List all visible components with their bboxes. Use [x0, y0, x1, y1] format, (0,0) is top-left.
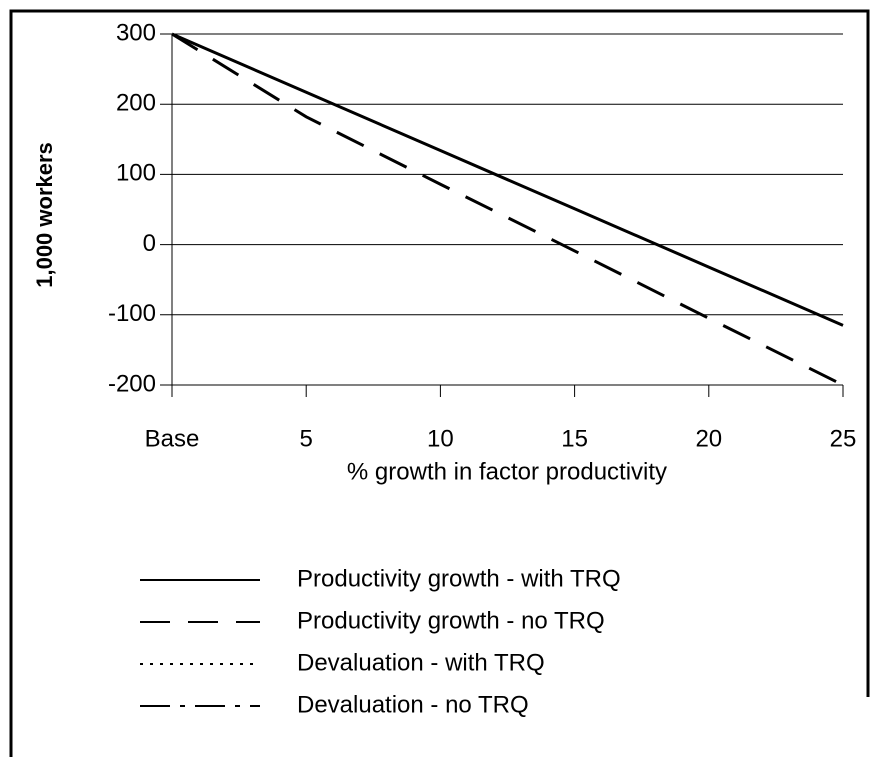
x-tick-label: 25 — [830, 425, 857, 452]
legend-label: Productivity growth - with TRQ — [297, 565, 621, 592]
x-tick-label: 10 — [427, 425, 454, 452]
x-tick-label: 5 — [300, 425, 313, 452]
y-axis-title: 1,000 workers — [32, 142, 57, 288]
y-tick-label: 100 — [116, 160, 156, 187]
y-tick-label: -200 — [108, 370, 156, 397]
legend-label: Productivity growth - no TRQ — [297, 607, 605, 634]
line-series — [171, 32, 844, 387]
x-tick-label: 15 — [561, 425, 588, 452]
x-axis-title: % growth in factor productivity — [347, 458, 667, 485]
y-tick-label: 300 — [116, 19, 156, 46]
y-tick-label: 200 — [116, 90, 156, 117]
legend-label: Devaluation - no TRQ — [297, 691, 529, 718]
y-tick-label: -100 — [108, 300, 156, 327]
legend-label: Devaluation - with TRQ — [297, 649, 545, 676]
frame — [9, 9, 870, 757]
line-series — [171, 32, 844, 327]
x-tick-label: Base — [145, 425, 200, 452]
y-tick-label: 0 — [143, 230, 156, 257]
x-tick-label: 20 — [695, 425, 722, 452]
